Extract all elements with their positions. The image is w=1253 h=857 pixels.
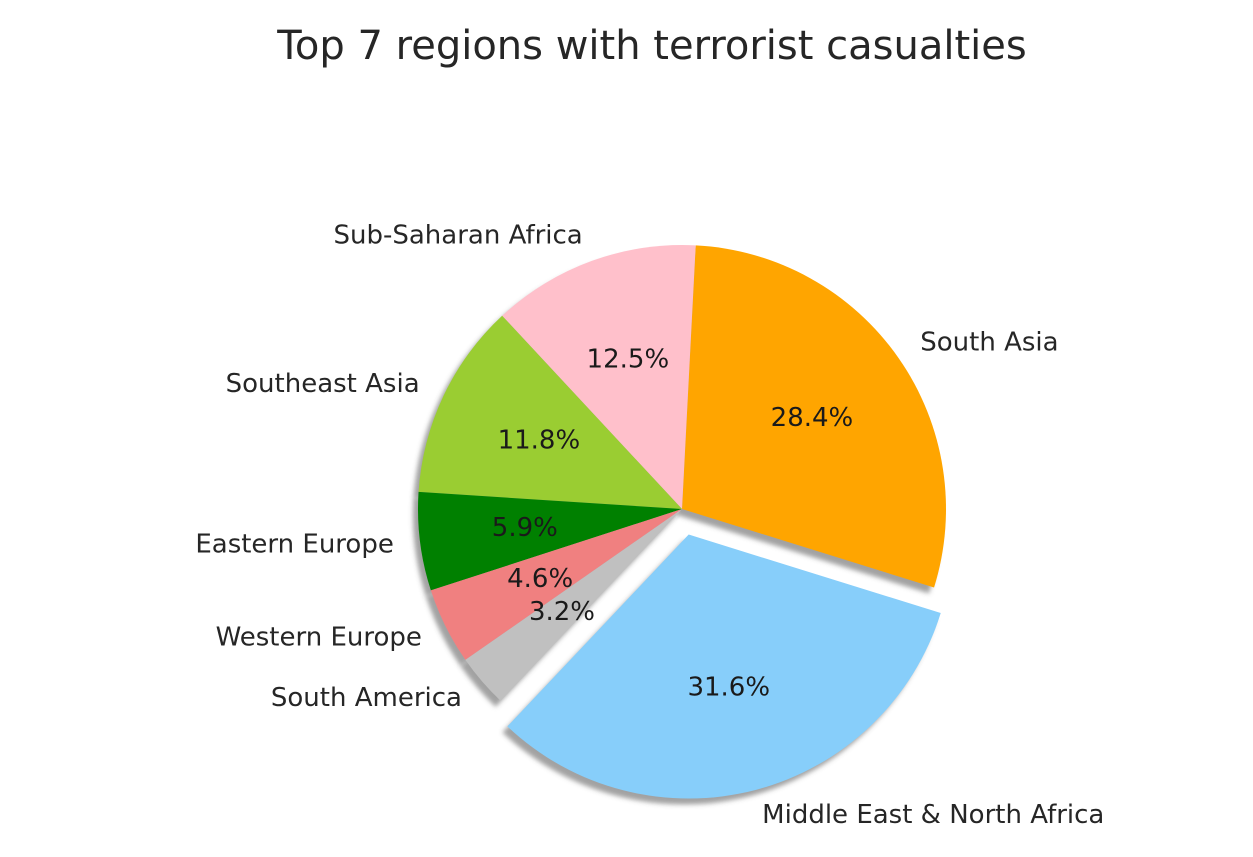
slice-label-eastern-europe: Eastern Europe bbox=[195, 530, 394, 560]
pie-slice-middle-east-and-north-africa bbox=[507, 534, 941, 799]
pie-slice-western-europe bbox=[430, 509, 682, 660]
slice-label-south-america: South America bbox=[271, 683, 462, 713]
slice-label-sub-saharan-africa: Sub-Saharan Africa bbox=[334, 221, 583, 251]
pie-slice-eastern-europe bbox=[418, 491, 682, 591]
pie-slice-southeast-asia bbox=[418, 315, 682, 509]
slice-pct-south-america: 3.2% bbox=[529, 597, 595, 627]
slice-pct-sub-saharan-africa: 12.5% bbox=[587, 345, 670, 375]
pie-slice-south-asia bbox=[682, 245, 946, 588]
slice-pct-eastern-europe: 5.9% bbox=[492, 513, 558, 543]
slice-pct-south-asia: 28.4% bbox=[771, 403, 854, 433]
chart-title: Top 7 regions with terrorist casualties bbox=[276, 23, 1026, 69]
slice-label-western-europe: Western Europe bbox=[216, 623, 422, 653]
slice-pct-middle-east-and-north-africa: 31.6% bbox=[687, 672, 770, 702]
pie-slice-south-america bbox=[465, 509, 682, 701]
slice-pct-southeast-asia: 11.8% bbox=[498, 426, 581, 456]
pie-labels: South Asia 28.4% Sub-Saharan Africa 12.5% So… bbox=[195, 221, 1104, 830]
slice-label-south-asia: South Asia bbox=[920, 328, 1058, 358]
slice-label-southeast-asia: Southeast Asia bbox=[226, 369, 420, 399]
pie-slice-sub-saharan-africa bbox=[502, 245, 696, 510]
slice-pct-western-europe: 4.6% bbox=[507, 564, 573, 594]
slice-label-middle-east-and-north-africa: Middle East & North Africa bbox=[762, 800, 1104, 830]
pie-slices bbox=[418, 245, 946, 799]
